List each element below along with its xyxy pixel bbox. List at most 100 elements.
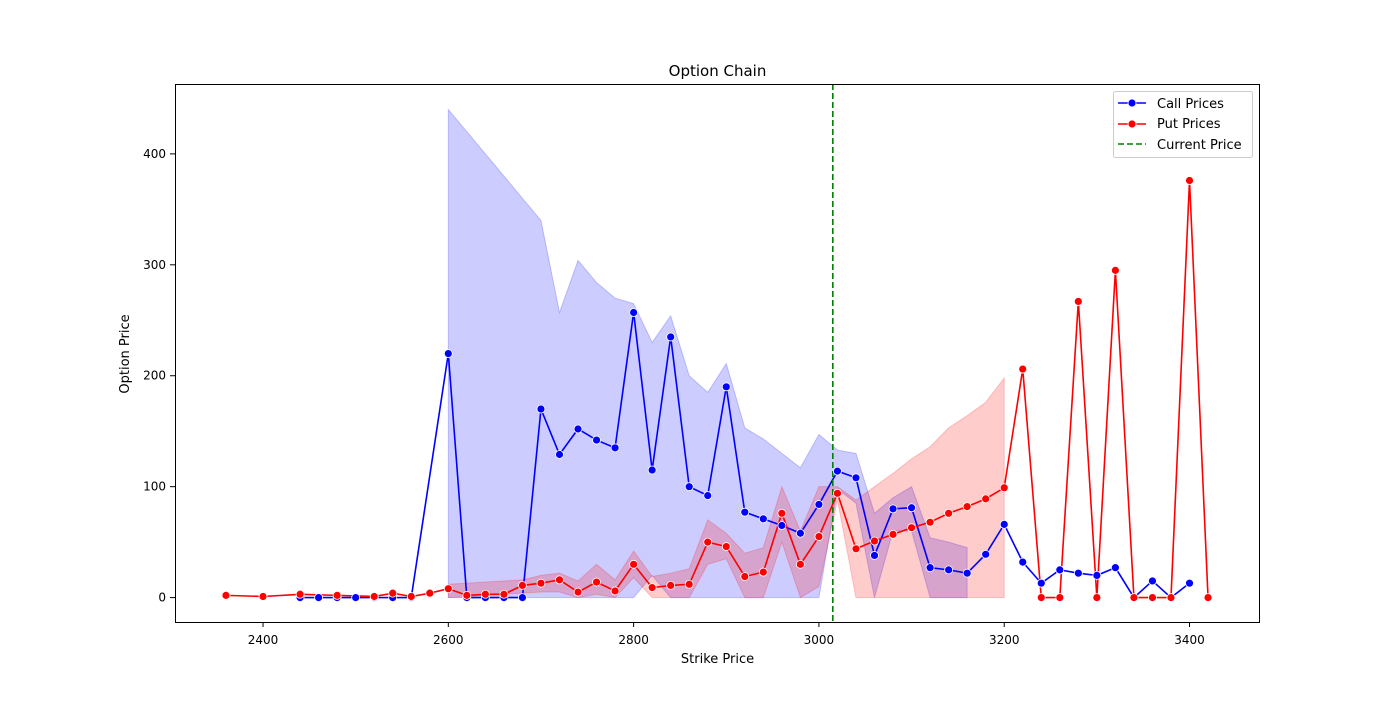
call-prices-point	[351, 593, 361, 602]
put-prices-point	[221, 590, 231, 600]
plot-frame	[175, 84, 1260, 623]
call-prices-point	[907, 503, 916, 513]
put-prices-point	[999, 483, 1009, 493]
put-prices-point	[814, 532, 824, 541]
call-prices-point	[999, 519, 1009, 529]
legend-put-marker	[1127, 119, 1137, 129]
put-prices-point	[443, 584, 453, 594]
call-prices-point	[925, 563, 935, 573]
put-prices-point	[369, 592, 379, 601]
call-prices-point	[703, 491, 713, 500]
call-prices-point	[573, 424, 583, 434]
call-prices-point	[795, 528, 805, 538]
put-prices-point	[258, 592, 268, 601]
x-tick-label: 3000	[804, 633, 835, 647]
call-prices-point	[536, 404, 546, 414]
put-prices-point	[1055, 593, 1065, 602]
put-prices-point	[1129, 593, 1139, 602]
put-prices-point	[1036, 593, 1046, 602]
call-prices-point	[758, 514, 768, 524]
put-prices-point	[629, 559, 639, 569]
put-prices-point	[499, 589, 509, 599]
put-prices-point	[1092, 593, 1102, 602]
call-prices-point	[1148, 576, 1157, 586]
put-prices-point	[888, 529, 898, 539]
put-prices-point	[795, 559, 805, 569]
put-prices-point	[833, 488, 842, 498]
put-prices-point	[480, 589, 490, 599]
put-prices-point	[870, 536, 879, 546]
put-prices-band	[447, 376, 1005, 599]
y-tick-label: 0	[158, 591, 166, 605]
put-prices-point	[518, 580, 527, 590]
y-tick-label: 100	[143, 480, 166, 494]
put-prices-point	[740, 572, 750, 581]
put-prices-point	[666, 580, 676, 590]
call-prices-point	[610, 443, 620, 453]
call-prices-band	[447, 108, 968, 599]
y-axis-label: Option Price	[118, 314, 133, 393]
x-tick-label: 3200	[989, 633, 1020, 647]
call-prices-point	[814, 500, 824, 509]
legend-call-label: Call Prices	[1157, 97, 1224, 112]
put-prices-point	[944, 508, 954, 518]
legend-current-price-label: Current Price	[1157, 138, 1242, 153]
call-prices-point	[555, 450, 564, 459]
put-prices-point	[536, 578, 546, 588]
call-prices-point	[1055, 565, 1065, 575]
call-prices-point	[944, 565, 954, 575]
put-prices-point	[721, 542, 731, 551]
call-prices-point	[740, 507, 750, 517]
x-tick-label: 3400	[1174, 633, 1205, 647]
legend-call-marker	[1127, 98, 1137, 108]
put-prices-point	[462, 590, 472, 600]
call-prices-point	[888, 504, 898, 514]
put-prices-point	[1185, 176, 1194, 185]
call-prices-point	[833, 466, 842, 476]
put-prices-point	[962, 502, 972, 512]
call-prices-point	[518, 593, 527, 602]
x-tick-label: 2400	[248, 633, 279, 647]
put-prices-point	[332, 590, 342, 600]
x-tick-label: 2800	[618, 633, 649, 647]
put-prices-point	[388, 588, 398, 598]
chart-title: Option Chain	[669, 62, 767, 80]
call-prices-point	[1036, 578, 1046, 588]
x-axis-label: Strike Price	[681, 652, 754, 667]
call-prices-point	[1110, 563, 1120, 573]
call-prices-point	[1018, 557, 1028, 567]
put-prices-point	[981, 494, 991, 504]
put-prices-point	[1203, 593, 1213, 602]
put-prices-point	[425, 588, 435, 598]
x-tick-label: 2600	[433, 633, 464, 647]
chart-legend: Call Prices Put Prices Current Price	[1113, 91, 1253, 158]
y-tick-label: 300	[143, 258, 166, 272]
call-prices-point	[851, 473, 861, 483]
legend-box	[1113, 91, 1253, 158]
call-prices-point	[314, 593, 324, 602]
put-prices-point	[1166, 593, 1176, 602]
put-prices-point	[1018, 364, 1028, 374]
put-prices-point	[1110, 265, 1120, 275]
put-prices-point	[592, 577, 601, 587]
call-prices-point	[1092, 571, 1102, 580]
put-prices-point	[647, 583, 657, 593]
put-prices-point	[777, 508, 787, 518]
x-axis-ticks: 2400 2600 2800 3000 3200 3400	[248, 622, 1205, 647]
legend-put-label: Put Prices	[1157, 117, 1221, 132]
call-prices-point	[962, 568, 972, 578]
put-prices-point	[851, 544, 861, 554]
y-tick-label: 400	[143, 147, 166, 161]
call-prices-point	[647, 465, 657, 475]
series-points	[221, 176, 1213, 602]
put-prices-point	[573, 587, 583, 597]
y-tick-label: 200	[143, 369, 166, 383]
call-prices-point	[443, 349, 453, 358]
call-prices-point	[777, 521, 787, 530]
put-prices-point	[1073, 297, 1083, 306]
call-prices-point	[721, 382, 731, 392]
put-prices-point	[703, 537, 713, 547]
put-prices-point	[907, 523, 916, 533]
